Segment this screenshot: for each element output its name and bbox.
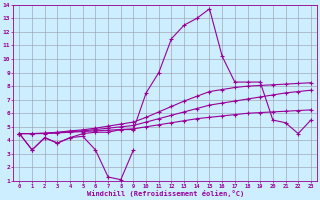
X-axis label: Windchill (Refroidissement éolien,°C): Windchill (Refroidissement éolien,°C) bbox=[86, 190, 244, 197]
